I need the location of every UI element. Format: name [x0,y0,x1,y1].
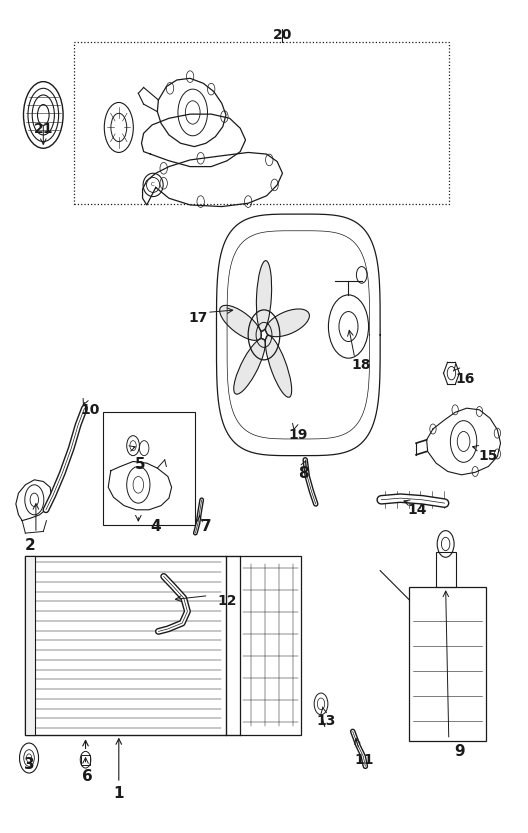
Bar [436,552,456,587]
Text: 11: 11 [355,753,374,766]
Text: 1: 1 [114,786,124,801]
Bar [81,755,90,765]
Text: 2: 2 [25,538,36,553]
Text: 15: 15 [479,450,498,463]
Text: 7: 7 [201,519,211,534]
Text: 14: 14 [408,503,427,516]
Text: 13: 13 [317,714,336,727]
Bar [409,587,486,741]
Text: 4: 4 [150,519,161,534]
Text: 21: 21 [34,122,53,136]
Text: 9: 9 [454,744,465,759]
Text: 16: 16 [455,372,474,386]
Text: 20: 20 [273,28,292,42]
Bar [240,556,301,735]
Text: 8: 8 [298,466,309,481]
Text: 12: 12 [218,595,237,608]
Bar [25,556,35,735]
Ellipse shape [257,261,271,332]
Ellipse shape [266,336,291,397]
Bar [74,42,449,204]
Text: 18: 18 [352,358,371,372]
Bar [103,412,195,525]
Ellipse shape [234,338,265,394]
Bar [25,556,226,735]
Ellipse shape [220,306,261,341]
Text: 19: 19 [289,428,308,441]
Text: 10: 10 [80,403,99,416]
Ellipse shape [266,309,309,337]
Text: 17: 17 [188,312,208,325]
Text: 6: 6 [82,769,92,784]
Text: 3: 3 [24,757,34,772]
Text: C: C [151,182,155,187]
Text: 5: 5 [135,457,145,472]
